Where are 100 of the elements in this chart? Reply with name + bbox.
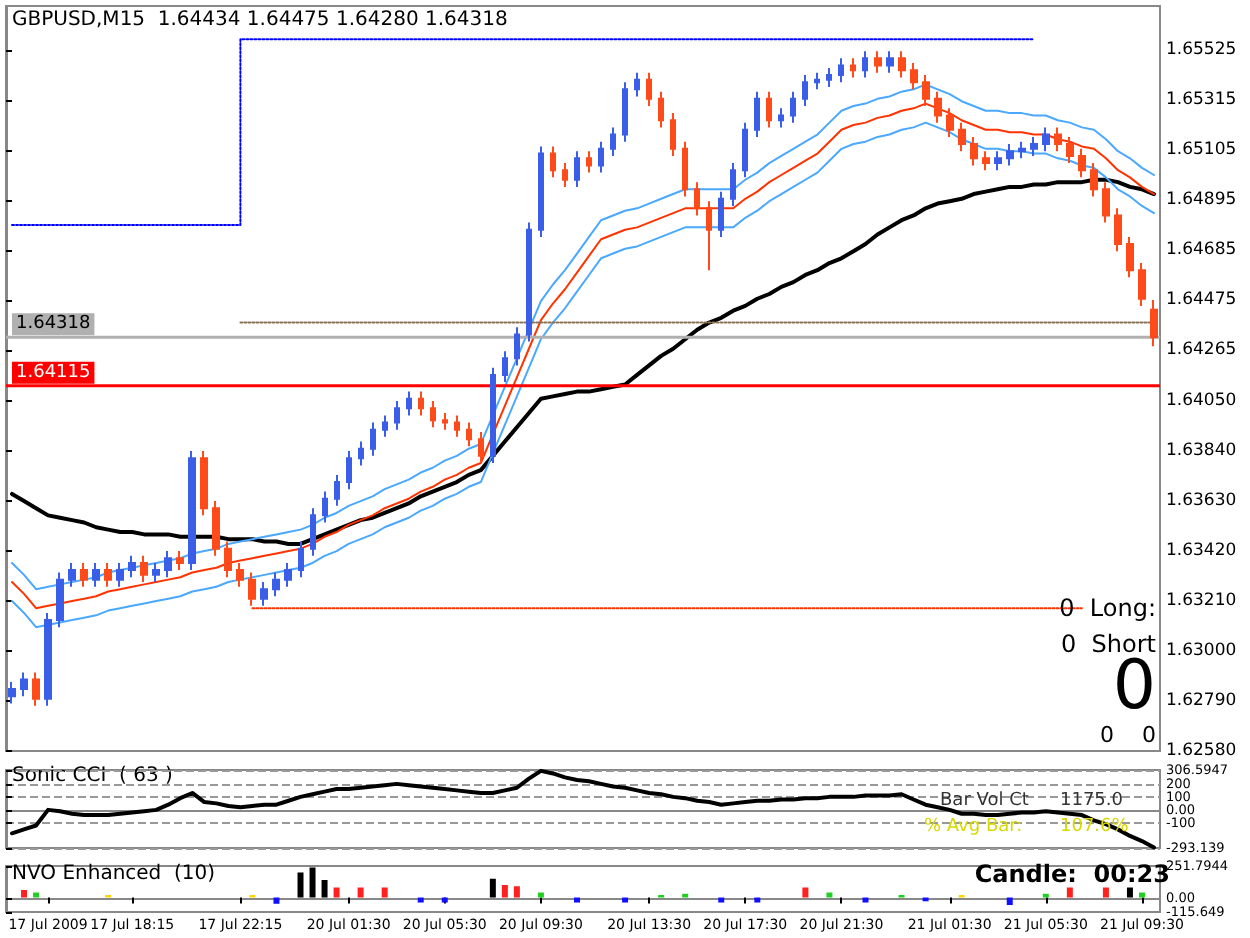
bar (333, 887, 340, 898)
bar (417, 897, 424, 903)
bar (1138, 892, 1145, 898)
candlestick (1078, 147, 1086, 179)
candlestick (370, 421, 376, 457)
candlestick (406, 390, 412, 417)
candlestick (526, 221, 532, 343)
candlestick (224, 540, 232, 579)
bar (862, 897, 869, 903)
candlestick (586, 150, 592, 174)
candlestick (200, 450, 208, 517)
candlestick (236, 561, 244, 588)
candlestick (104, 561, 112, 588)
y-tick-label: 1.65105 (1166, 140, 1237, 160)
y-tick-label: 1.64265 (1166, 339, 1237, 360)
candlestick (32, 671, 40, 707)
candlestick (778, 107, 784, 129)
annotation: Bar Vol Ct (940, 791, 1030, 811)
bar (1102, 887, 1109, 898)
candlestick (898, 50, 906, 79)
y-tick-label: 1.63210 (1166, 591, 1237, 612)
ref-line-label: 1.64318 (16, 314, 91, 335)
annotation: 0 (1142, 722, 1156, 748)
candlestick (982, 150, 990, 172)
candlestick (1042, 126, 1050, 153)
candlestick (260, 581, 268, 607)
bar (1006, 897, 1013, 906)
candlestick (164, 550, 172, 579)
bar (33, 892, 40, 898)
candlestick (442, 412, 448, 431)
candlestick (1054, 126, 1062, 153)
candlestick (188, 450, 196, 572)
candlestick (622, 81, 628, 143)
line-series (10, 768, 1156, 850)
y-tick-label: 1.64685 (1166, 239, 1237, 260)
y-tick-label: 1.63420 (1166, 541, 1237, 562)
candlestick (466, 421, 472, 448)
bar (21, 890, 28, 898)
candlestick (1150, 298, 1158, 348)
candlestick (718, 190, 724, 238)
candlestick (658, 90, 664, 129)
bar (573, 897, 580, 903)
candlestick (490, 366, 496, 464)
candlestick (538, 145, 544, 238)
bar (1066, 887, 1073, 898)
y-tick-label: 1.65525 (1166, 40, 1237, 61)
candlestick (248, 571, 256, 607)
bar (622, 897, 629, 903)
candlestick (1138, 262, 1146, 307)
candlestick (826, 66, 832, 88)
bar (381, 887, 388, 898)
y-tick-label: 1.63840 (1166, 441, 1237, 462)
bar (718, 897, 725, 903)
chart-title: NVO Enhanced (10) (12, 863, 216, 885)
candlestick (598, 140, 604, 174)
y-tick-label: 1.63630 (1166, 491, 1237, 512)
candlestick (874, 50, 882, 74)
candlestick (358, 440, 364, 467)
candlestick (44, 611, 52, 707)
y-tick-label: 1.62580 (1166, 741, 1237, 761)
candlestick (970, 135, 978, 167)
candlestick (1114, 207, 1122, 253)
y-tick-label: 1.63000 (1166, 641, 1237, 662)
bar (501, 885, 508, 898)
candlestick (334, 473, 340, 507)
candlestick (994, 150, 1002, 172)
candlestick (152, 561, 160, 584)
candlestick (1066, 135, 1074, 165)
candlestick (310, 507, 316, 557)
candlestick (1006, 143, 1014, 167)
bar (1126, 887, 1133, 898)
bar (273, 897, 280, 904)
candlestick (886, 50, 894, 74)
candlestick (68, 561, 76, 588)
annotation: % Avg Bar: (924, 817, 1023, 837)
candlestick (862, 50, 868, 79)
candlestick (514, 326, 520, 367)
candlestick (946, 107, 954, 138)
annotation: 1175.0 (1060, 791, 1124, 811)
candlestick (1126, 235, 1134, 279)
candlestick (610, 126, 616, 157)
candlestick (430, 400, 436, 429)
candlestick (322, 490, 328, 524)
bar (802, 887, 809, 898)
y-tick-label: 1.62790 (1166, 691, 1237, 712)
y-tick-label: 1.65315 (1166, 90, 1237, 111)
candlestick (80, 561, 88, 588)
ref-line-label: 1.64115 (16, 362, 91, 383)
candlestick (754, 90, 760, 138)
candlestick (790, 90, 796, 124)
candlestick (814, 71, 820, 91)
bar (309, 867, 316, 898)
candlestick (454, 414, 460, 438)
y-tick-label: 1.64895 (1166, 189, 1237, 210)
candlestick (730, 162, 736, 207)
candlestick (838, 57, 844, 84)
candlestick (562, 162, 568, 188)
y-tick-label: 1.64050 (1166, 391, 1237, 412)
candlestick (958, 121, 966, 153)
candlestick (634, 71, 640, 98)
